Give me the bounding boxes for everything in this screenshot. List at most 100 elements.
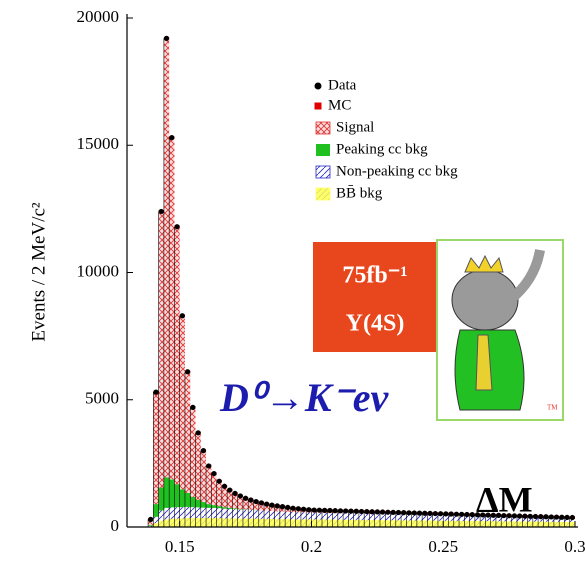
histogram-segment (548, 521, 554, 527)
data-point (195, 430, 201, 436)
histogram-segment (232, 509, 238, 519)
histogram-segment (158, 487, 164, 511)
mascot: TM (436, 239, 564, 421)
histogram-segment (401, 520, 407, 527)
histogram-segment (274, 511, 280, 520)
histogram-segment (274, 505, 280, 512)
data-point (527, 513, 533, 519)
data-point (490, 512, 496, 518)
histogram-segment (411, 520, 417, 527)
histogram-segment (279, 519, 286, 527)
histogram-segment (395, 514, 402, 521)
histogram-segment (474, 520, 481, 527)
histogram-segment (385, 514, 391, 521)
legend-marker (314, 102, 322, 110)
histogram-segment (306, 512, 312, 520)
histogram-segment (232, 518, 238, 527)
histogram-segment (290, 511, 296, 520)
histogram-segment (480, 521, 486, 527)
data-point (274, 503, 280, 509)
histogram-segment (174, 507, 180, 519)
data-point (364, 508, 370, 515)
histogram-segment (495, 516, 502, 522)
histogram-segment (200, 507, 207, 519)
histogram-segment (411, 514, 417, 521)
histogram-segment (264, 504, 270, 511)
histogram-segment (327, 512, 333, 520)
x-tick-label: 0.15 (165, 537, 195, 556)
data-point (322, 507, 328, 513)
data-point (517, 513, 523, 519)
data-point (269, 502, 275, 508)
histogram-segment (427, 520, 433, 527)
data-point (343, 508, 349, 514)
histogram-segment (517, 516, 523, 522)
histogram-segment (532, 516, 539, 522)
histogram-segment (553, 521, 560, 527)
histogram-segment (190, 507, 196, 519)
histogram-segment (311, 512, 317, 520)
histogram-segment (232, 508, 238, 510)
histogram-segment (543, 521, 549, 527)
histogram-segment (221, 507, 228, 509)
histogram-segment (322, 512, 328, 520)
data-point (569, 514, 575, 521)
data-point (348, 508, 354, 514)
histogram-segment (206, 465, 212, 505)
histogram-segment (153, 504, 159, 517)
histogram-segment (195, 499, 201, 508)
histogram-segment (216, 518, 222, 527)
data-point (163, 35, 170, 41)
data-point (237, 493, 243, 499)
data-point (327, 507, 333, 514)
data-point (258, 500, 264, 506)
histogram-segment (211, 473, 217, 506)
histogram-segment (274, 519, 280, 527)
histogram-segment (179, 507, 185, 519)
data-point (179, 313, 185, 319)
histogram-segment (374, 513, 380, 521)
histogram-segment (227, 507, 233, 509)
histogram-segment (485, 521, 491, 527)
histogram-segment (221, 508, 228, 519)
legend: Data MC Signal Peaking cc bkg Non-peaking cc… (314, 77, 458, 201)
histogram-segment (385, 520, 391, 527)
histogram-segment (364, 513, 370, 520)
histogram-segment (501, 521, 507, 527)
data-point (242, 495, 249, 501)
data-point (158, 208, 164, 215)
histogram-segment (248, 518, 254, 527)
histogram-segment (174, 518, 180, 527)
histogram-segment (158, 520, 164, 527)
histogram-segment (480, 515, 486, 522)
x-tick-label: 0.25 (428, 537, 458, 556)
data-point (248, 497, 254, 503)
histogram-segment (158, 510, 164, 521)
histogram-segment (343, 519, 349, 527)
data-point (395, 509, 402, 516)
data-point (174, 224, 180, 230)
histogram-segment (538, 521, 544, 527)
histogram-segment (316, 512, 323, 520)
histogram-segment (527, 521, 533, 527)
histogram-segment (300, 519, 307, 527)
histogram-segment (242, 498, 249, 510)
histogram-segment (379, 513, 386, 521)
histogram-segment (443, 515, 449, 521)
legend-swatch (315, 165, 331, 179)
legend-marker (314, 82, 322, 90)
histogram-segment (148, 519, 154, 526)
histogram-segment (427, 514, 433, 521)
data-point (427, 510, 433, 517)
data-point (422, 510, 428, 516)
decay-label: D⁰→K⁻eν (219, 375, 389, 420)
histogram-segment (300, 512, 307, 520)
plot-area (147, 35, 575, 527)
histogram-segment (258, 518, 265, 527)
histogram-segment (358, 519, 365, 527)
variable-label: ΔM (476, 479, 533, 519)
histogram-segment (179, 315, 185, 490)
data-point (200, 448, 207, 454)
histogram-segment (163, 38, 170, 478)
histogram-segment (511, 521, 518, 527)
